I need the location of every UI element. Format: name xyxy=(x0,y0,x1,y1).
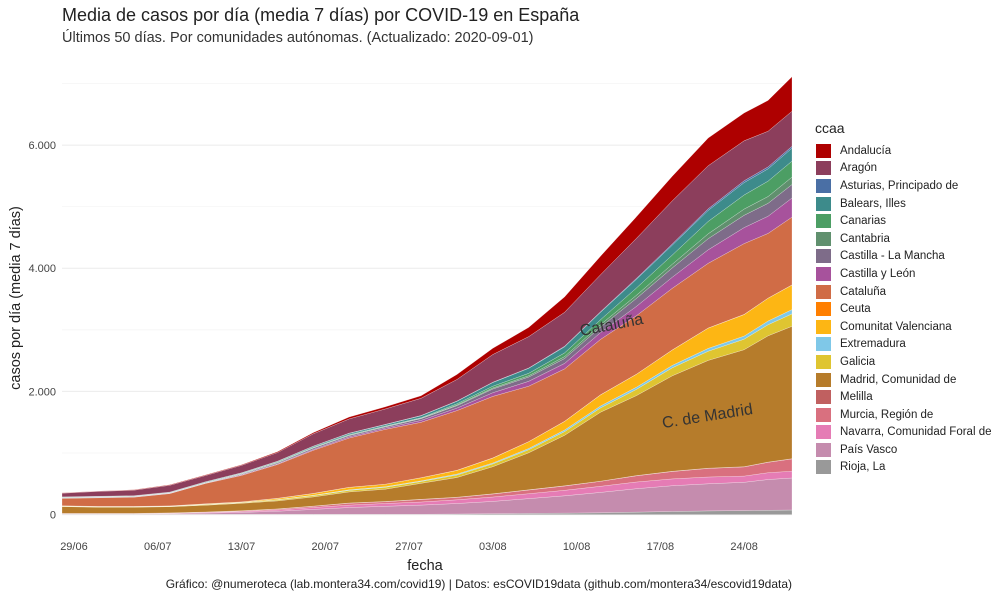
legend-label: Andalucía xyxy=(840,144,892,157)
legend-swatch xyxy=(815,213,832,230)
x-tick-label: 10/08 xyxy=(563,541,591,553)
legend-label: Aragón xyxy=(840,162,878,175)
legend-swatch xyxy=(815,371,832,388)
legend-swatch xyxy=(815,406,832,423)
legend-item: Castilla y León xyxy=(815,265,992,283)
legend-title: ccaa xyxy=(815,120,845,136)
legend-label: Rioja, La xyxy=(840,461,886,474)
x-tick-label: 17/08 xyxy=(647,541,675,553)
y-tick-label: 0 xyxy=(50,510,56,522)
legend-label: Murcia, Región de xyxy=(840,408,934,421)
legend-item: Cantabria xyxy=(815,230,992,248)
legend-label: Extremadura xyxy=(840,338,906,351)
legend: ccaa Andalucía Aragón Asturias, Principado… xyxy=(815,120,992,476)
legend-swatch xyxy=(815,265,832,282)
legend-swatch xyxy=(815,160,832,177)
legend-item: Rioja, La xyxy=(815,459,992,477)
legend-items: Andalucía Aragón Asturias, Principado de Ba… xyxy=(815,142,992,476)
axes: 0 2.000 4.000 6.000 29/06 06/07 13/07 20/07 27/0… xyxy=(28,140,757,553)
legend-item: Melilla xyxy=(815,388,992,406)
legend-label: País Vasco xyxy=(840,443,898,456)
legend-item: Murcia, Región de xyxy=(815,406,992,424)
legend-label: Comunitat Valenciana xyxy=(840,320,952,333)
legend-swatch xyxy=(815,195,832,212)
chart-caption: Gráfico: @numeroteca (lab.montera34.com/… xyxy=(165,577,792,591)
legend-item: Galicia xyxy=(815,353,992,371)
x-tick-label: 03/08 xyxy=(479,541,507,553)
x-tick-label: 29/06 xyxy=(60,541,88,553)
legend-item: Cataluña xyxy=(815,283,992,301)
y-tick-label: 2.000 xyxy=(28,386,56,398)
legend-swatch xyxy=(815,301,832,318)
legend-item: Comunitat Valenciana xyxy=(815,318,992,336)
y-axis-label: casos por día (media 7 días) xyxy=(8,206,24,390)
area-andalucía xyxy=(61,76,793,494)
legend-swatch xyxy=(815,336,832,353)
chart-subtitle: Últimos 50 días. Por comunidades autónom… xyxy=(62,30,534,46)
legend-label: Melilla xyxy=(840,391,873,404)
legend-swatch xyxy=(815,441,832,458)
legend-label: Balears, Illes xyxy=(840,197,906,210)
legend-label: Asturias, Principado de xyxy=(840,179,959,192)
x-tick-label: 06/07 xyxy=(144,541,172,553)
area-series xyxy=(61,76,793,515)
legend-swatch xyxy=(815,424,832,441)
legend-swatch xyxy=(815,283,832,300)
y-tick-label: 6.000 xyxy=(28,140,56,152)
legend-label: Navarra, Comunidad Foral de xyxy=(840,426,992,439)
legend-swatch xyxy=(815,459,832,476)
y-tick-label: 4.000 xyxy=(28,263,56,275)
legend-item: Navarra, Comunidad Foral de xyxy=(815,424,992,442)
legend-label: Cataluña xyxy=(840,285,887,298)
legend-item: Andalucía xyxy=(815,142,992,160)
legend-item: Aragón xyxy=(815,160,992,178)
chart-title: Media de casos por día (media 7 días) po… xyxy=(62,5,580,25)
legend-item: Canarias xyxy=(815,212,992,230)
x-axis-label: fecha xyxy=(407,558,443,574)
legend-label: Madrid, Comunidad de xyxy=(840,373,957,386)
x-tick-label: 13/07 xyxy=(228,541,256,553)
legend-item: País Vasco xyxy=(815,441,992,459)
x-tick-label: 27/07 xyxy=(395,541,423,553)
legend-swatch xyxy=(815,318,832,335)
legend-label: Galicia xyxy=(840,355,876,368)
legend-swatch xyxy=(815,248,832,265)
legend-item: Balears, Illes xyxy=(815,195,992,213)
legend-label: Canarias xyxy=(840,215,887,228)
legend-item: Asturias, Principado de xyxy=(815,177,992,195)
legend-label: Ceuta xyxy=(840,303,871,316)
legend-swatch xyxy=(815,353,832,370)
legend-item: Ceuta xyxy=(815,300,992,318)
legend-swatch xyxy=(815,177,832,194)
legend-swatch xyxy=(815,230,832,247)
legend-item: Extremadura xyxy=(815,336,992,354)
x-tick-label: 20/07 xyxy=(312,541,340,553)
x-tick-label: 24/08 xyxy=(730,541,758,553)
legend-label: Castilla y León xyxy=(840,267,916,280)
legend-label: Cantabria xyxy=(840,232,890,245)
legend-label: Castilla - La Mancha xyxy=(840,250,945,263)
legend-item: Castilla - La Mancha xyxy=(815,248,992,266)
legend-swatch xyxy=(815,142,832,159)
legend-item: Madrid, Comunidad de xyxy=(815,371,992,389)
legend-swatch xyxy=(815,389,832,406)
